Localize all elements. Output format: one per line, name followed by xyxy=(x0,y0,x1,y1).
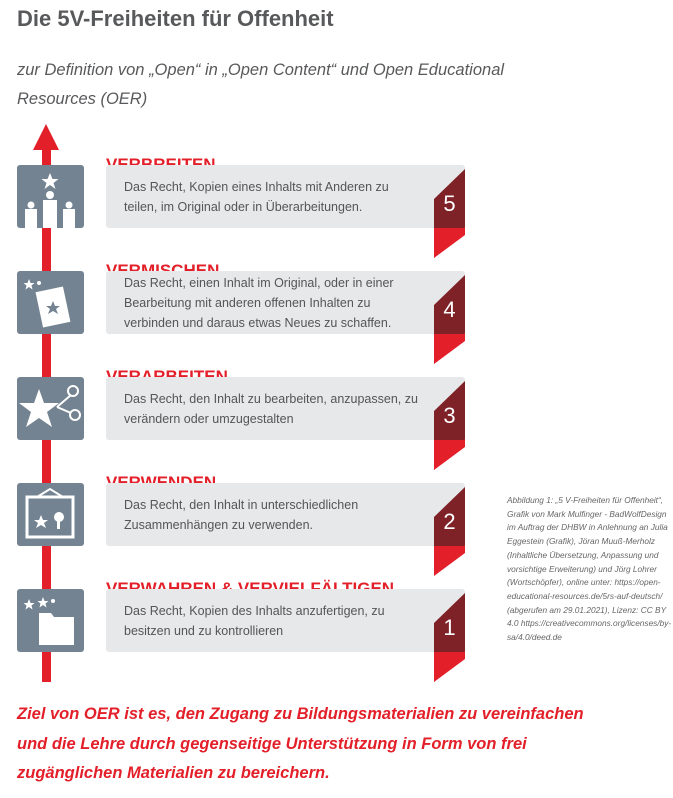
number-ribbon xyxy=(434,381,465,470)
mixed-document-icon xyxy=(17,271,84,334)
freedom-row: VERBREITEN Das Recht, Kopien eines Inhal… xyxy=(0,155,673,271)
goal-statement: Ziel von OER ist es, den Zugang zu Bildu… xyxy=(17,705,584,782)
people-stars-icon xyxy=(17,165,84,228)
freedom-row: VERWENDEN Das Recht, den Inhalt in unter… xyxy=(0,473,673,589)
number-ribbon xyxy=(434,275,465,364)
picture-frame-icon xyxy=(17,483,84,546)
freedom-row: VERARBEITEN Das Recht, den Inhalt zu bea… xyxy=(0,367,673,483)
freedom-number: 3 xyxy=(443,403,456,428)
row-description: Das Recht, einen Inhalt im Original, ode… xyxy=(124,275,394,330)
folder-stars-icon xyxy=(17,589,84,652)
description-box: Das Recht, Kopien des Inhalts anzufertig… xyxy=(106,589,465,652)
row-description: Das Recht, den Inhalt in unterschiedlich… xyxy=(124,497,359,532)
description-box: Das Recht, Kopien eines Inhalts mit Ande… xyxy=(106,165,465,228)
number-ribbon xyxy=(434,593,465,682)
row-description: Das Recht, Kopien eines Inhalts mit Ande… xyxy=(124,179,389,214)
description-box: Das Recht, den Inhalt zu bearbeiten, anz… xyxy=(106,377,465,440)
description-box: Das Recht, den Inhalt in unterschiedlich… xyxy=(106,483,465,546)
number-ribbon xyxy=(434,169,465,258)
freedom-number: 2 xyxy=(443,509,456,534)
page-title: Die 5V-Freiheiten für Offenheit xyxy=(17,6,334,31)
row-description: Das Recht, den Inhalt zu bearbeiten, anz… xyxy=(124,391,418,426)
subtitle: zur Definition von „Open“ in „Open Conte… xyxy=(17,61,505,108)
figure-caption: Abbildung 1: „5 V-Freiheiten für Offenhe… xyxy=(507,495,672,643)
freedom-row: VERMISCHEN Das Recht, einen Inhalt im Or… xyxy=(0,261,673,377)
scissors-star-icon xyxy=(17,377,84,440)
freedom-row: VERWAHREN & VERVIELFÄLTIGEN Das Recht, K… xyxy=(0,579,673,695)
freedom-number: 5 xyxy=(443,191,456,216)
arrow-up-icon xyxy=(33,124,59,150)
description-box: Das Recht, einen Inhalt im Original, ode… xyxy=(106,271,465,334)
number-ribbon xyxy=(434,487,465,576)
row-description: Das Recht, Kopien des Inhalts anzufertig… xyxy=(124,603,385,638)
freedom-number: 1 xyxy=(443,615,456,640)
freedom-number: 4 xyxy=(443,297,456,322)
